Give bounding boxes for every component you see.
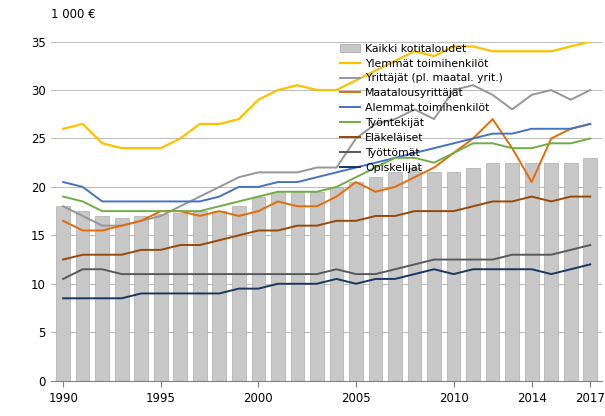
Bar: [290, 192, 304, 381]
Bar: [368, 177, 382, 381]
Bar: [271, 192, 285, 381]
Bar: [115, 218, 128, 381]
Bar: [349, 182, 363, 381]
Bar: [583, 158, 597, 381]
Bar: [134, 216, 148, 381]
Bar: [212, 211, 226, 381]
Bar: [96, 216, 109, 381]
Bar: [310, 192, 324, 381]
Bar: [466, 168, 480, 381]
Bar: [56, 206, 70, 381]
Bar: [174, 213, 187, 381]
Bar: [505, 163, 519, 381]
Text: 1 000 €: 1 000 €: [51, 8, 96, 21]
Bar: [408, 168, 422, 381]
Legend: Kaikki kotitaloudet, Ylemmät toimihenkilöt, Yrittäjät (pl. maatal. yrit.), Maata: Kaikki kotitaloudet, Ylemmät toimihenkil…: [341, 44, 503, 173]
Bar: [446, 172, 460, 381]
Bar: [427, 172, 441, 381]
Bar: [154, 214, 168, 381]
Bar: [486, 163, 500, 381]
Bar: [252, 197, 265, 381]
Bar: [330, 187, 343, 381]
Bar: [76, 211, 90, 381]
Bar: [525, 163, 538, 381]
Bar: [564, 163, 578, 381]
Bar: [544, 163, 558, 381]
Bar: [232, 206, 246, 381]
Bar: [388, 172, 402, 381]
Bar: [193, 211, 207, 381]
